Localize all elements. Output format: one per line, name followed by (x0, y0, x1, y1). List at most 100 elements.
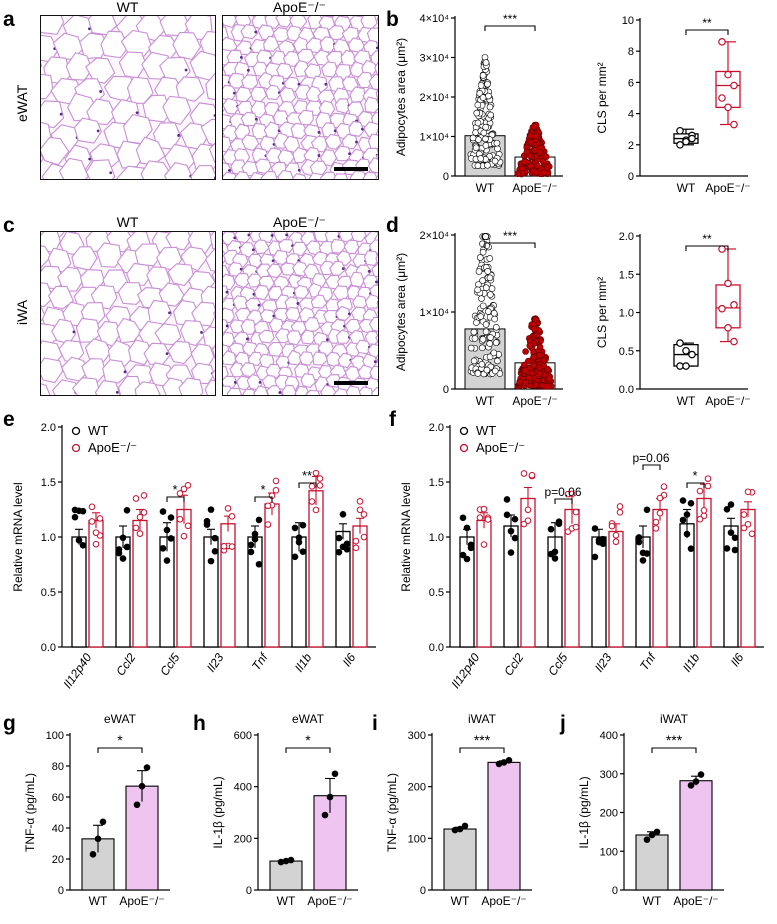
chart-f-data-point (572, 508, 580, 516)
chart-b-area-data-point (486, 103, 494, 111)
chart-e-gene-label: Il1b (292, 650, 315, 674)
chart-e-gene-label: Il6 (340, 650, 359, 669)
nucleus-dot (59, 112, 63, 116)
chart-b-cls-data-point (724, 103, 732, 112)
chart-b-cls-x-label-1: ApoE⁻/⁻ (705, 181, 750, 195)
chart-e-data-point (224, 505, 232, 512)
chart-b-cls-data-point (718, 94, 726, 102)
chart-e-data-point (255, 560, 263, 568)
chart-e-legend-wt-marker (71, 426, 81, 436)
chart-d-area-data-point (544, 365, 552, 373)
chart-b-area-data-point (474, 119, 482, 127)
chart-d-area-data-point (479, 302, 487, 310)
chart-d-area-data-point (544, 383, 552, 390)
chart-f-data-point (639, 557, 647, 564)
nucleus-dot (225, 290, 229, 294)
adipocyte-cell (205, 248, 215, 272)
adipocyte-tissue (41, 16, 215, 179)
adipocyte-cell (266, 385, 283, 395)
chart-i-y-tick-label: 200 (408, 782, 426, 794)
adipocyte-cell (361, 59, 378, 76)
chart-b-area-data-point (482, 59, 490, 66)
chart-b-area-data-point (521, 158, 528, 166)
chart-e-data-point (228, 543, 236, 550)
chart-j-y-tick-label: 300 (600, 769, 618, 781)
adipocyte-cell (263, 35, 280, 52)
chart-f-gene-label: Ccl5 (545, 650, 570, 678)
chart-f-significance-bracket (642, 464, 661, 470)
adipocyte-cell (167, 263, 194, 287)
chart-e-bar (176, 508, 192, 648)
chart-f-data-point (652, 525, 660, 532)
panel-letter-j: j (560, 712, 566, 735)
micrograph-a-wt (40, 15, 216, 180)
chart-d-area-data-point (470, 328, 478, 336)
chart-d-area-data-point (470, 357, 478, 365)
adipocyte-cell (360, 16, 378, 30)
adipocyte-cell (253, 385, 269, 395)
chart-e-data-point (92, 529, 100, 536)
chart-b-area-x-label-1: ApoE⁻/⁻ (512, 181, 557, 195)
chart-d-area-data-point (479, 336, 487, 343)
chart-e-data-point (211, 534, 219, 542)
adipocyte-cell (370, 50, 378, 66)
chart-b-cls: 0 2 4 6 8 10 WT ApoE⁻/⁻ CLS per mm² ** (595, 15, 751, 195)
chart-f-data-point (459, 514, 467, 522)
chart-b-area-y-tick-label: 1×10⁴ (419, 132, 449, 144)
chart-d-area-data-point (535, 352, 543, 359)
chart-b-area-data-point (531, 123, 538, 130)
adipocyte-cell (41, 100, 65, 129)
chart-e-data-point (79, 507, 87, 515)
chart-b-cls-y-tick-label: 6 (628, 77, 634, 89)
chart-e-significance-bracket (166, 496, 185, 502)
chart-d-area-data-point (526, 342, 534, 350)
panel-letter-h: h (193, 712, 206, 735)
chart-d-area-data-point (522, 348, 529, 355)
chart-f-data-point (744, 488, 752, 496)
chart-h-y-axis-title: IL-1β (pg/mL) (211, 776, 225, 848)
adipocyte-cell (211, 369, 215, 382)
chart-j-data-point (643, 836, 651, 843)
adipocyte-cell (303, 317, 321, 332)
chart-f-gene-label: Il12p40 (448, 650, 482, 691)
chart-f-data-point (503, 496, 511, 503)
nucleus-dot (246, 337, 249, 341)
adipocyte-cell (274, 328, 292, 344)
chart-f-data-point (748, 530, 756, 538)
chart-e-data-point (360, 511, 368, 518)
chart-e-data-point (255, 516, 263, 524)
adipocyte-cell (75, 317, 102, 343)
chart-e-data-point (167, 514, 175, 521)
adipocyte-cell (223, 307, 235, 323)
chart-h-data-point (282, 857, 290, 865)
adipocyte-cell (337, 352, 354, 369)
adipocyte-cell (332, 387, 349, 395)
chart-d-cls-data-point (718, 245, 726, 253)
adipocyte-cell (85, 159, 116, 179)
nucleus-dot (233, 380, 237, 384)
chart-b-area-data-point (487, 111, 494, 119)
micrograph-c-wt-label: WT (116, 214, 139, 230)
adipocyte-cell (223, 171, 238, 179)
adipocyte-cell (41, 153, 44, 163)
chart-b-area-data-point (469, 134, 477, 142)
chart-e-data-point (132, 495, 140, 502)
chart-e-gene-label: Ccl2 (113, 650, 138, 678)
chart-e-data-point (220, 542, 228, 550)
chart-e-data-point (75, 536, 83, 544)
chart-e-significance-bracket (254, 496, 273, 502)
adipocyte-cell (332, 285, 350, 301)
chart-e-data-point (291, 524, 299, 532)
chart-f-mrna: 0.0 0.5 1.0 1.5 2.0 Il12p40 Ccl2 Ccl5 Il23 Tnf Il1… (399, 422, 764, 691)
adipocyte-cell (290, 122, 309, 140)
chart-d-cls-data-point (724, 279, 732, 288)
adipocyte-cell (116, 165, 147, 179)
chart-f-data-point (704, 475, 712, 482)
chart-d-cls-significance-label: ** (702, 232, 712, 246)
chart-e-data-point (264, 502, 272, 510)
chart-b-cls-significance-label: ** (702, 16, 712, 30)
adipocyte-cell (341, 133, 359, 150)
chart-f-data-point (547, 550, 555, 558)
chart-e-data-point (207, 557, 215, 565)
adipocyte-cell (162, 95, 192, 126)
